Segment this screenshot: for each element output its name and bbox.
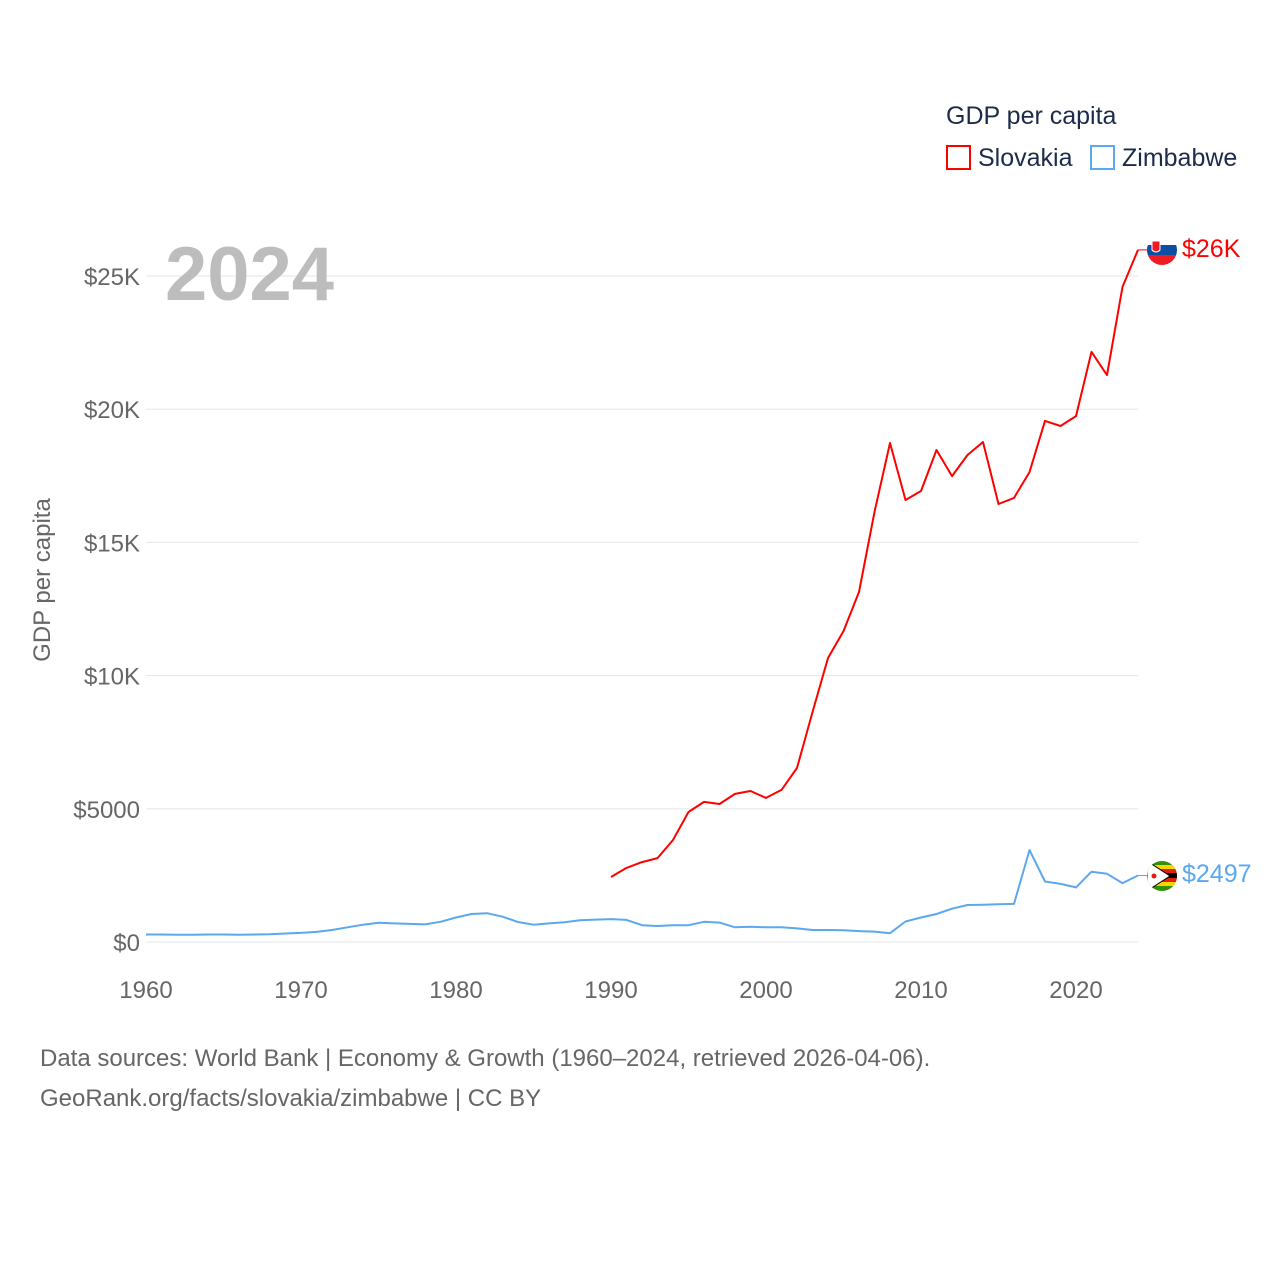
- end-label-slovakia: $26K: [1182, 235, 1241, 263]
- slovakia-flag-icon: [1147, 235, 1177, 265]
- x-tick-label: 2020: [1049, 977, 1102, 1004]
- x-tick-label: 2000: [739, 977, 792, 1004]
- legend: GDP per capita Slovakia Zimbabwe: [946, 102, 1237, 172]
- footer-link[interactable]: GeoRank.org/facts/slovakia/zimbabwe | CC…: [40, 1085, 542, 1112]
- x-tick-label: 1960: [119, 977, 172, 1004]
- legend-label-zimbabwe[interactable]: Zimbabwe: [1122, 144, 1237, 172]
- legend-title: GDP per capita: [946, 102, 1117, 130]
- x-tick-label: 1990: [584, 977, 637, 1004]
- y-tick-label: $5000: [73, 797, 140, 824]
- legend-label-slovakia[interactable]: Slovakia: [978, 144, 1073, 172]
- end-label-zimbabwe: $2497: [1182, 860, 1252, 888]
- footer-sources: Data sources: World Bank | Economy & Gro…: [40, 1045, 931, 1072]
- legend-swatch-zimbabwe[interactable]: [1090, 145, 1115, 170]
- y-tick-label: $15K: [84, 530, 140, 557]
- series-line-slovakia: [610, 249, 1139, 878]
- series-line-zimbabwe: [146, 849, 1139, 936]
- x-tick-label: 1970: [274, 977, 327, 1004]
- gridlines: [146, 275, 1138, 943]
- legend-swatch-slovakia[interactable]: [946, 145, 971, 170]
- x-axis: 1960 1970 1980 1990 2000 2010 2020: [119, 977, 1102, 1004]
- series-lines: [146, 249, 1150, 936]
- x-tick-label: 2010: [894, 977, 947, 1004]
- y-tick-label: $10K: [84, 664, 140, 691]
- y-axis: $0 $5000 $10K $15K $20K $25K: [73, 264, 140, 957]
- y-axis-title: GDP per capita: [29, 498, 56, 662]
- year-label: 2024: [165, 232, 334, 317]
- y-tick-label: $25K: [84, 264, 140, 291]
- x-tick-label: 1980: [429, 977, 482, 1004]
- y-tick-label: $20K: [84, 397, 140, 424]
- zimbabwe-flag-icon: [1147, 861, 1177, 891]
- y-tick-label: $0: [113, 930, 140, 957]
